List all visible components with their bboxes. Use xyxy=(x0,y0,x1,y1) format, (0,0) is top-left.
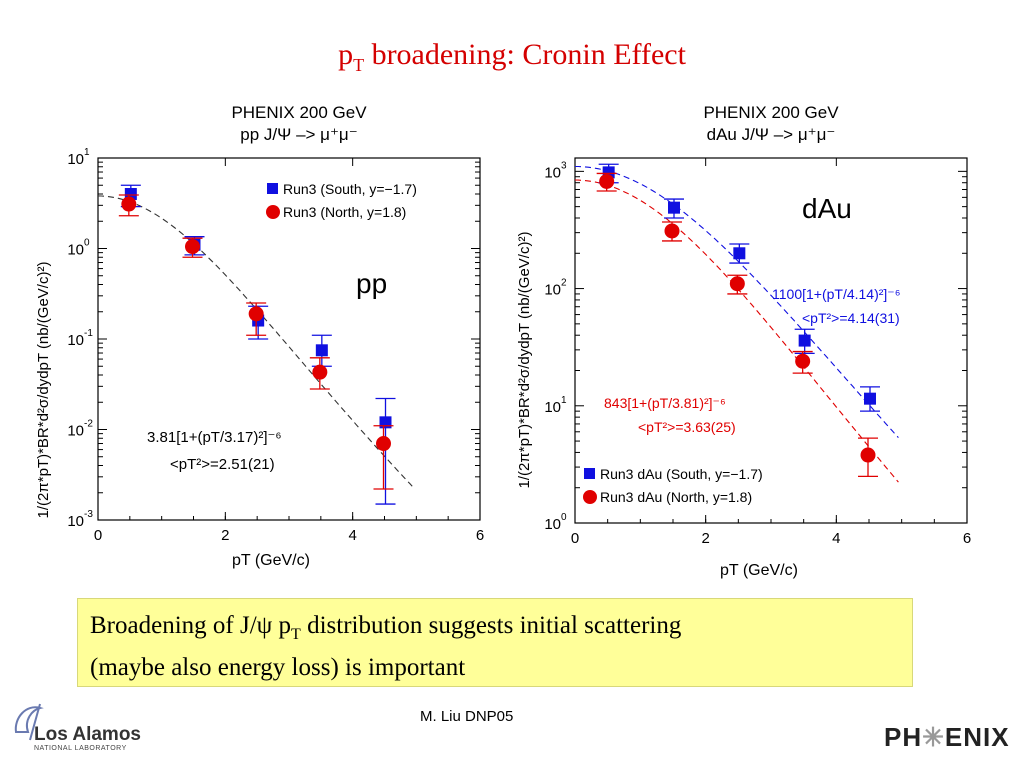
pp-fit-curve-0 xyxy=(97,195,414,488)
los-alamos-sub: NATIONAL LABORATORY xyxy=(34,745,127,752)
dau-point-square xyxy=(864,392,876,405)
dau-fit-blue-mean: <pT²>=4.14(31) xyxy=(802,310,900,326)
pp-y-tick-exp: -3 xyxy=(84,509,93,520)
dau-point-circle xyxy=(729,276,745,292)
pp-chart: PHENIX 200 GeV pp J/Ψ –> μ⁺μ⁻ 0 2 4 610 -310… xyxy=(35,103,484,569)
pp-legend-north: Run3 (North, y=1.8) xyxy=(283,204,406,220)
dau-legend-south: Run3 dAu (South, y=−1.7) xyxy=(600,466,763,482)
pp-y-tick-exp: -2 xyxy=(84,419,93,430)
pp-ylabel: 1/(2π*pT)*BR*d²σ/dydpT (nb/(GeV/c)²) xyxy=(35,262,52,519)
pp-point-circle xyxy=(121,196,137,212)
phenix-logo: PH✳ENIX xyxy=(884,722,1010,752)
conclusion-line-2: (maybe also energy loss) is important xyxy=(90,654,466,681)
dau-fit-blue-formula: 1100[1+(pT/4.14)²]⁻⁶ xyxy=(772,286,900,302)
dau-y-tick-exp: 1 xyxy=(561,395,567,406)
pp-y-tick-label: 10 xyxy=(67,242,84,259)
dau-y-tick-label: 10 xyxy=(544,282,561,299)
dau-x-tick-label: 2 xyxy=(701,530,709,547)
pp-point-circle xyxy=(248,306,264,322)
pp-y-tick-label: 10 xyxy=(67,332,84,349)
dau-fit-curve-1 xyxy=(574,179,899,483)
dau-y-tick-label: 10 xyxy=(544,399,561,416)
dau-x-tick-label: 0 xyxy=(571,530,579,547)
dau-y-tick-exp: 3 xyxy=(561,160,567,171)
dau-legend-marker-north xyxy=(583,490,597,504)
pp-point-circle xyxy=(312,364,328,380)
los-alamos-name: Los Alamos xyxy=(34,724,141,745)
pp-point-square xyxy=(379,416,392,429)
dau-chart: PHENIX 200 GeV dAu J/Ψ –> μ⁺μ⁻ 0 2 4 610 010… xyxy=(516,103,971,579)
pp-xlabel: pT (GeV/c) xyxy=(232,552,310,569)
dau-point-circle xyxy=(795,353,811,369)
pp-legend-marker-south xyxy=(267,183,278,194)
phenix-star-icon: ✳ xyxy=(922,722,945,752)
pp-point-circle xyxy=(185,239,200,255)
pp-legend-marker-north xyxy=(266,205,280,219)
dau-legend-marker-south xyxy=(584,468,595,479)
dau-fit-curve-0 xyxy=(575,165,899,438)
dau-point-circle xyxy=(599,173,615,189)
pp-fit-mean: <pT²>=2.51(21) xyxy=(170,456,275,473)
pp-y-tick-label: 10 xyxy=(67,151,84,168)
dau-fit-red-mean: <pT²>=3.63(25) xyxy=(638,419,736,435)
dau-y-tick-label: 10 xyxy=(544,164,561,181)
dau-point-circle xyxy=(664,223,680,239)
pp-y-tick-label: 10 xyxy=(67,513,84,530)
pp-chart-title: PHENIX 200 GeV xyxy=(231,103,367,122)
los-alamos-logo-mark: Los Alamos NATIONAL LABORATORY xyxy=(14,703,141,752)
dau-y-tick-exp: 2 xyxy=(561,278,567,289)
dau-point-circle xyxy=(860,447,876,463)
pp-x-tick-label: 6 xyxy=(476,527,484,544)
conclusion-line-1: Broadening of J/ψ pT distribution sugges… xyxy=(90,612,682,643)
pp-x-tick-label: 2 xyxy=(221,527,229,544)
dau-x-tick-label: 4 xyxy=(832,530,840,547)
dau-annotation: dAu xyxy=(802,193,852,224)
dau-legend: Run3 dAu (South, y=−1.7) Run3 dAu (North… xyxy=(583,466,763,505)
dau-x-tick-label: 6 xyxy=(963,530,971,547)
pp-point-circle xyxy=(376,436,391,452)
pp-fit-formula: 3.81[1+(pT/3.17)²]⁻⁶ xyxy=(147,429,282,446)
pp-legend-south: Run3 (South, y=−1.7) xyxy=(283,181,417,197)
pp-y-tick-exp: -1 xyxy=(84,328,93,339)
conclusion-box: Broadening of J/ψ pT distribution sugges… xyxy=(77,598,913,687)
dau-y-tick-label: 10 xyxy=(544,516,561,533)
pp-legend: Run3 (South, y=−1.7) Run3 (North, y=1.8) xyxy=(266,181,417,220)
dau-fit-red-formula: 843[1+(pT/3.81)²]⁻⁶ xyxy=(604,395,726,411)
pp-y-tick-exp: 1 xyxy=(84,147,90,158)
los-alamos-logo: Los Alamos NATIONAL LABORATORY xyxy=(6,698,156,759)
pp-x-tick-label: 4 xyxy=(348,527,356,544)
pp-y-tick-label: 10 xyxy=(67,423,84,440)
dau-legend-north: Run3 dAu (North, y=1.8) xyxy=(600,489,752,505)
dau-point-square xyxy=(798,334,811,347)
dau-point-square xyxy=(668,201,680,214)
pp-annotation: pp xyxy=(356,268,387,299)
footer-author: M. Liu DNP05 xyxy=(420,708,514,725)
atom-swirl-icon xyxy=(14,706,44,733)
dau-chart-title: PHENIX 200 GeV xyxy=(703,103,839,122)
pp-y-tick-exp: 0 xyxy=(84,238,90,249)
dau-ylabel: 1/(2π*pT)*BR*d²σ/dydpT (nb/(GeV/c)²) xyxy=(516,232,533,489)
pp-point-square xyxy=(315,344,328,357)
dau-chart-subtitle: dAu J/Ψ –> μ⁺μ⁻ xyxy=(707,125,836,144)
dau-point-square xyxy=(733,247,746,260)
dau-y-tick-exp: 0 xyxy=(561,512,567,523)
pp-x-tick-label: 0 xyxy=(94,527,102,544)
slide-title: pT broadening: Cronin Effect xyxy=(338,38,686,75)
dau-xlabel: pT (GeV/c) xyxy=(720,562,798,579)
pp-chart-subtitle: pp J/Ψ –> μ⁺μ⁻ xyxy=(240,125,357,144)
